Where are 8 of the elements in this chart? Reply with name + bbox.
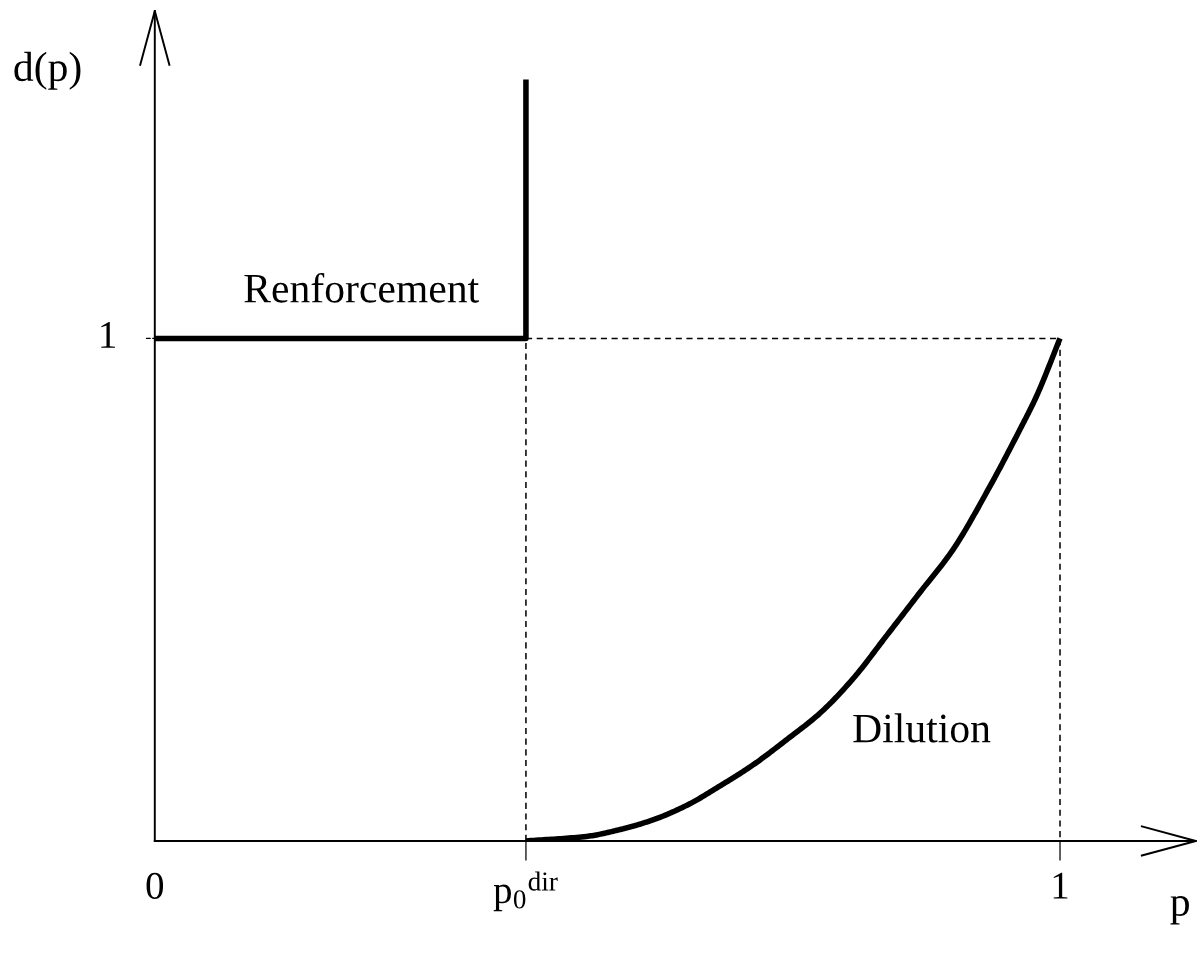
- y-axis-title: d(p): [14, 51, 81, 90]
- x-tick-label: p$_{0}$$^{dir}$: [493, 871, 558, 912]
- x-tick-label: 0: [146, 872, 164, 899]
- annotation: 1: [101, 322, 115, 348]
- x-tick-label: 1: [1053, 872, 1068, 899]
- series-label: Dilution: [853, 713, 991, 743]
- series-label: Renforcement: [244, 272, 479, 303]
- x-axis-title: p: [1170, 895, 1189, 925]
